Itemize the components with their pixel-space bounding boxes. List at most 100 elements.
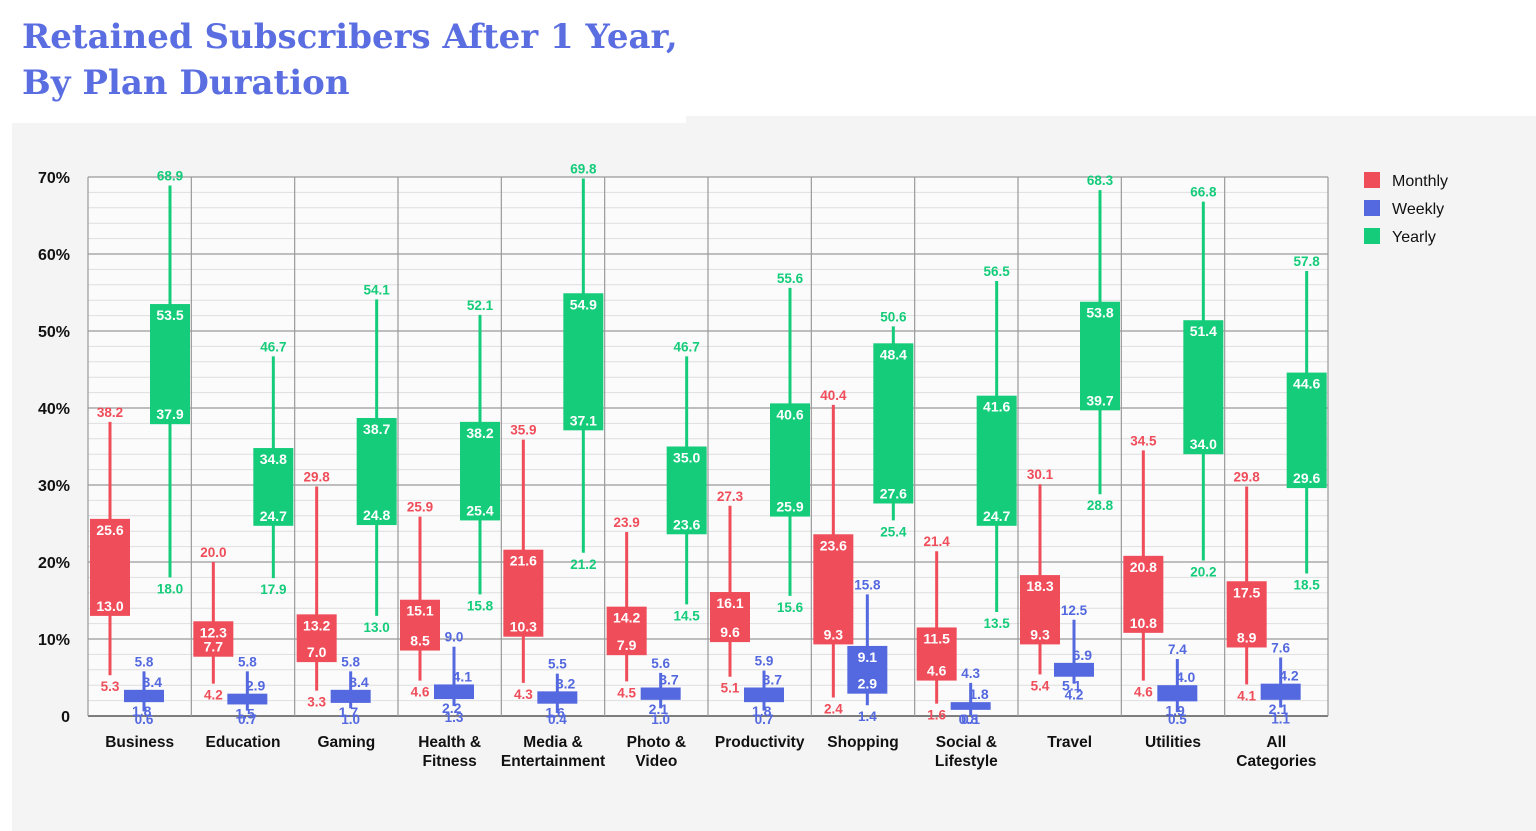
q1-label: 2.1 xyxy=(1269,701,1289,717)
max-label: 9.0 xyxy=(445,630,464,645)
q3-label: 3.7 xyxy=(659,672,679,688)
max-label: 12.5 xyxy=(1061,603,1088,618)
max-label: 46.7 xyxy=(674,339,700,354)
q3-label: 3.7 xyxy=(763,672,783,688)
q3-label: 48.4 xyxy=(880,346,907,362)
box-weekly xyxy=(640,687,681,700)
min-label: 4.6 xyxy=(411,685,430,700)
q3-label: 9.1 xyxy=(858,649,878,665)
q3-label: 23.6 xyxy=(820,537,847,553)
min-label: 1.0 xyxy=(651,712,670,727)
q3-label: 25.6 xyxy=(96,522,123,538)
max-label: 30.1 xyxy=(1027,467,1054,482)
box-weekly xyxy=(434,684,474,700)
x-category-label: Lifestyle xyxy=(935,753,998,770)
max-label: 4.3 xyxy=(961,666,980,681)
x-category-label: Travel xyxy=(1047,734,1092,751)
q3-label: 38.2 xyxy=(466,425,493,441)
box-monthly xyxy=(1020,575,1060,645)
x-category-label: Education xyxy=(206,734,281,751)
max-label: 5.8 xyxy=(238,654,257,669)
box-monthly xyxy=(916,627,957,681)
min-label: 13.0 xyxy=(364,620,390,635)
q1-label: 4.6 xyxy=(927,663,947,679)
x-category-label: Social & xyxy=(936,734,997,751)
x-category-label: Fitness xyxy=(423,753,477,770)
max-label: 35.9 xyxy=(510,423,536,438)
max-label: 29.8 xyxy=(304,470,331,485)
q1-label: 39.7 xyxy=(1086,392,1113,408)
q1-label: 23.6 xyxy=(673,516,700,532)
min-label: 1.4 xyxy=(858,709,877,724)
q1-label: 8.9 xyxy=(1237,629,1257,645)
x-category-label: Shopping xyxy=(827,734,898,751)
min-label: 13.5 xyxy=(984,616,1011,631)
q3-label: 11.5 xyxy=(923,630,950,646)
box-weekly xyxy=(847,645,888,694)
q1-label: 1.9 xyxy=(1165,702,1185,718)
q3-label: 18.3 xyxy=(1026,578,1053,594)
min-label: 4.1 xyxy=(1237,688,1256,703)
box-yearly xyxy=(1286,372,1327,489)
box-weekly xyxy=(950,702,991,710)
box-monthly xyxy=(90,518,130,616)
box-monthly xyxy=(193,621,234,657)
max-label: 23.9 xyxy=(614,515,640,530)
max-label: 66.8 xyxy=(1190,185,1217,200)
q3-label: 13.2 xyxy=(303,617,330,633)
max-label: 15.8 xyxy=(854,577,881,592)
min-label: 14.5 xyxy=(674,608,701,623)
y-tick-label: 50% xyxy=(38,324,70,341)
box-yearly xyxy=(253,448,294,526)
max-label: 5.8 xyxy=(341,654,360,669)
y-tick-label: 10% xyxy=(38,632,70,649)
min-label: 4.2 xyxy=(1065,688,1084,703)
q1-label: 10.3 xyxy=(510,619,537,635)
q1-label: 10.8 xyxy=(1130,615,1157,631)
min-label: 21.2 xyxy=(570,557,596,572)
q1-label: 1.8 xyxy=(752,703,772,719)
max-label: 7.4 xyxy=(1168,642,1187,657)
x-category-label: Health & xyxy=(418,734,481,751)
min-label: 1.6 xyxy=(927,708,946,723)
max-label: 5.9 xyxy=(755,654,774,669)
min-label: 15.8 xyxy=(467,598,494,613)
box-monthly xyxy=(1226,581,1267,648)
min-label: 4.6 xyxy=(1134,685,1153,700)
x-category-label: All xyxy=(1266,734,1286,751)
q1-label: 9.3 xyxy=(824,626,844,642)
max-label: 25.9 xyxy=(407,500,433,515)
min-label: 4.3 xyxy=(514,687,533,702)
q3-label: 4.0 xyxy=(1176,669,1196,685)
q3-label: 6.9 xyxy=(1073,647,1093,663)
x-category-label: Entertainment xyxy=(501,753,605,770)
max-label: 57.8 xyxy=(1294,254,1321,269)
max-label: 40.4 xyxy=(820,388,847,403)
y-tick-label: 20% xyxy=(38,555,70,572)
q1-label: 7.9 xyxy=(617,637,637,653)
q3-label: 12.3 xyxy=(200,624,227,640)
x-category-label: Photo & xyxy=(627,734,686,751)
q1-label: 1.6 xyxy=(545,705,565,721)
q3-label: 3.4 xyxy=(143,674,163,690)
box-yearly xyxy=(460,421,500,521)
q1-label: 25.9 xyxy=(776,499,803,515)
box-weekly xyxy=(227,693,268,705)
box-monthly xyxy=(1123,555,1164,633)
max-label: 56.5 xyxy=(984,264,1011,279)
min-label: 0.6 xyxy=(135,712,154,727)
max-label: 27.3 xyxy=(717,489,744,504)
legend-swatch-yearly xyxy=(1364,228,1380,244)
legend-label-yearly: Yearly xyxy=(1392,229,1436,246)
q1-label: 13.0 xyxy=(96,598,123,614)
max-label: 20.0 xyxy=(200,545,226,560)
y-tick-label: 40% xyxy=(38,401,70,418)
x-category-label: Gaming xyxy=(317,734,375,751)
x-category-label: Media & xyxy=(523,734,582,751)
box-monthly xyxy=(400,599,440,651)
box-yearly xyxy=(150,304,190,425)
max-label: 5.5 xyxy=(548,657,567,672)
box-weekly xyxy=(1157,685,1198,702)
box-yearly xyxy=(976,395,1017,526)
